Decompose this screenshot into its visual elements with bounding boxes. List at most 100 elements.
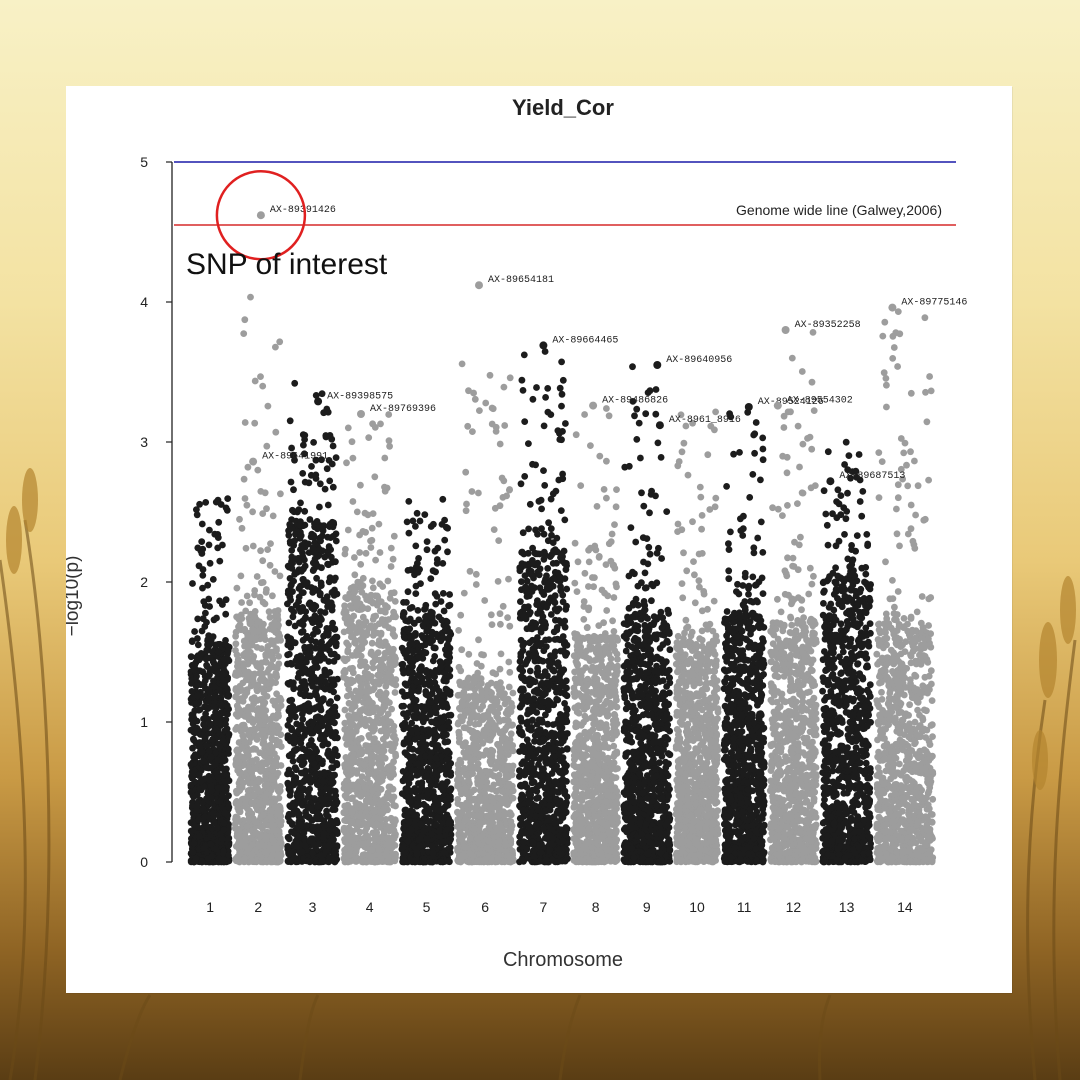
snp-point xyxy=(423,787,431,795)
snp-point xyxy=(324,598,332,606)
snp-point xyxy=(312,770,320,778)
snp-point xyxy=(440,849,448,856)
snp-point xyxy=(409,745,417,753)
snp-point xyxy=(245,716,253,724)
snp-point xyxy=(295,506,303,513)
snp-point xyxy=(224,745,232,753)
snp-point xyxy=(439,724,447,732)
snp-point xyxy=(222,637,229,644)
snp-point xyxy=(211,530,219,538)
snp-point xyxy=(441,738,449,746)
snp-point xyxy=(427,608,435,616)
snp-point xyxy=(238,524,246,532)
snp-point xyxy=(441,536,449,544)
snp-point xyxy=(348,438,356,446)
snp-point xyxy=(249,626,257,634)
snp-point xyxy=(291,537,298,545)
snp-point xyxy=(199,584,206,592)
snp-point xyxy=(276,338,284,346)
snp-point xyxy=(329,483,337,491)
snp-point xyxy=(235,759,243,767)
snp-point xyxy=(250,792,258,799)
snp-point xyxy=(297,499,304,507)
snp-point xyxy=(354,783,362,791)
snp-point xyxy=(242,689,250,697)
snp-point xyxy=(210,693,218,701)
snp-point xyxy=(291,571,298,578)
snp-point xyxy=(276,572,284,580)
snp-point xyxy=(352,744,359,752)
snp-point xyxy=(193,506,200,513)
snp-point xyxy=(428,718,435,726)
snp-point xyxy=(290,781,298,789)
snp-point xyxy=(298,753,305,761)
snp-point xyxy=(263,781,270,789)
snp-point xyxy=(311,858,319,865)
snp-point xyxy=(422,601,430,609)
snp-point xyxy=(434,544,442,552)
snp-point xyxy=(261,727,269,735)
snp-point xyxy=(299,470,307,477)
snp-point xyxy=(317,608,324,616)
snp-point xyxy=(309,567,317,574)
snp-point xyxy=(303,632,311,640)
snp-point xyxy=(322,432,330,439)
snp-point xyxy=(317,795,325,803)
snp-point xyxy=(401,634,408,641)
snp-point xyxy=(363,790,370,798)
snp-point xyxy=(198,550,206,557)
snp-point xyxy=(364,832,371,840)
snp-point xyxy=(187,653,195,661)
snp-point xyxy=(386,442,393,450)
snp-point xyxy=(220,847,227,855)
snp-point xyxy=(322,730,330,738)
snp-point xyxy=(439,732,447,740)
snp-point xyxy=(333,694,341,702)
snp-point xyxy=(425,818,432,826)
snp-point xyxy=(434,742,442,749)
snp-point xyxy=(371,473,379,481)
snp-point xyxy=(328,764,336,771)
snp-point xyxy=(357,481,364,489)
snp-point xyxy=(288,444,295,452)
snp-point xyxy=(313,655,320,663)
snp-point xyxy=(443,651,450,659)
snp-point xyxy=(509,689,517,697)
snp-point xyxy=(444,548,451,556)
snp-point xyxy=(428,830,435,838)
snp-point xyxy=(320,822,328,829)
snp-point xyxy=(416,665,424,673)
snp-point xyxy=(318,720,326,728)
snp-point xyxy=(268,773,276,781)
snp-point xyxy=(288,770,295,778)
snp-point xyxy=(198,538,206,545)
snp-point xyxy=(444,665,452,673)
snp-point xyxy=(415,687,422,695)
snp-point xyxy=(329,624,337,632)
snp-point xyxy=(233,584,241,592)
snp-point xyxy=(263,505,270,513)
snp-point xyxy=(372,744,380,752)
snp-point xyxy=(293,653,301,661)
snp-point xyxy=(332,826,339,834)
snp-point xyxy=(215,518,223,526)
snp-point xyxy=(260,811,267,819)
snp-point xyxy=(402,776,409,783)
snp-point xyxy=(348,706,355,713)
snp-point xyxy=(260,736,267,743)
snp-point xyxy=(306,516,314,523)
snp-point xyxy=(187,761,195,768)
chromosome-4-points xyxy=(340,411,400,866)
snp-point xyxy=(273,621,281,629)
snp-point xyxy=(290,830,298,837)
snp-point xyxy=(252,818,260,826)
snp-point xyxy=(365,698,372,706)
snp-point xyxy=(373,857,380,865)
snp-point xyxy=(251,419,259,427)
snp-point xyxy=(417,820,424,828)
snp-point xyxy=(318,760,326,768)
snp-point xyxy=(413,802,421,810)
snp-point xyxy=(209,633,217,641)
snp-point xyxy=(249,677,257,685)
snp-point xyxy=(403,518,411,526)
